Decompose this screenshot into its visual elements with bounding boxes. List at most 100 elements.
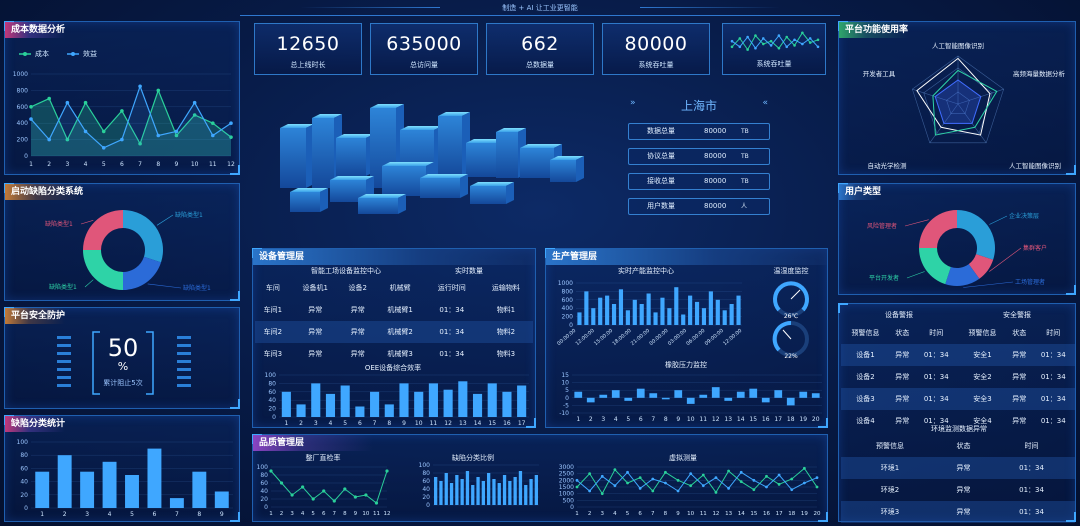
y-tick-label: 60 [260, 480, 268, 487]
bar [497, 483, 501, 505]
bar [686, 397, 695, 404]
table-cell: 异常 [895, 373, 910, 381]
column-header: 时间 [1046, 329, 1061, 337]
building-front [496, 132, 518, 178]
stat-unit: 人 [741, 203, 748, 210]
building-roof [400, 126, 442, 130]
column-header: 状态 [895, 329, 910, 337]
bar [169, 498, 184, 508]
y-tick-label: 0 [24, 153, 28, 160]
defect-stats-bar-chart: 0 20 40 60 80 100 1 2 3 4 5 6 7 8 9 [17, 439, 233, 518]
bar [681, 314, 686, 325]
bar [786, 397, 795, 406]
bar [611, 390, 620, 398]
kpi-card-data-volume: 662 总数据量 [486, 23, 594, 75]
table-cell: 01：34 [1040, 417, 1066, 425]
quality-sub-title: 虚拟测量 [669, 454, 697, 462]
stat-key: 数据总量 [647, 127, 675, 135]
cost-analysis-panel: 成本数据分析 成本 效益 0 200 400 600 800 1000 1 2 3 4 5 6 7 8 9 10 1… [4, 21, 240, 175]
kpi-value: 12650 [276, 33, 340, 55]
bar [661, 397, 670, 400]
chevron-left-icon: « [762, 98, 768, 108]
table-cell: 异常 [339, 321, 376, 343]
kpi-value: 635000 [386, 33, 462, 55]
data-point [769, 39, 773, 43]
x-tick-label: 4 [329, 420, 333, 427]
slice [968, 254, 994, 279]
y-tick-label: 0 [570, 504, 574, 511]
table-cell: 物料3 [496, 350, 516, 358]
x-tick-label: 5 [343, 420, 347, 427]
bar [325, 393, 336, 417]
data-point [364, 493, 368, 497]
bar [534, 475, 538, 505]
bar [599, 394, 608, 398]
data-point [174, 129, 179, 134]
bar [458, 381, 468, 417]
panel-title: 用户类型 [839, 184, 882, 200]
data-point [727, 469, 730, 473]
data-point [738, 45, 742, 49]
data-point [777, 34, 781, 37]
bar [586, 397, 595, 403]
x-tick-label: 14 [738, 511, 745, 517]
x-tick-label: 15 [488, 420, 496, 427]
x-tick-label: 1 [40, 511, 44, 518]
x-tick-label: 2 [47, 161, 51, 168]
table-cell: 机械臂2 [375, 321, 425, 343]
data-point [65, 137, 70, 142]
x-tick-label: 5 [311, 511, 315, 517]
data-point [664, 481, 667, 485]
label-leader [80, 220, 94, 225]
kpi-label: 系统吞吐量 [638, 61, 674, 69]
y-tick-label: 80 [422, 470, 430, 477]
x-tick-label: 11 [699, 416, 707, 423]
building-roof [290, 188, 328, 192]
x-tick-label: 3 [601, 511, 605, 517]
top-banner: 制造 + AI 让工业更智能 [240, 0, 840, 16]
bar [340, 385, 350, 417]
humidity-value: 22% [784, 353, 798, 360]
data-point [638, 486, 642, 490]
building-roof [336, 134, 374, 138]
data-point [29, 117, 33, 121]
table-cell: 异常 [290, 321, 340, 343]
y-tick-label: 1500 [559, 484, 574, 491]
x-tick-label: 7 [175, 511, 179, 518]
bar [517, 385, 527, 417]
column-header: 预警信息 [851, 329, 880, 337]
x-tick-label: 3 [85, 511, 89, 518]
radar-axis-label: 自动光学检测 [868, 161, 908, 170]
x-tick-label: 00:00:00 [648, 328, 669, 347]
label-leader [989, 215, 1008, 225]
table-cell: 安全3 [957, 388, 1007, 410]
bar [605, 295, 610, 325]
panel-title: 平台功能使用率 [839, 22, 909, 38]
column-header: 设备机1 [302, 284, 328, 292]
y-tick-label: 0 [426, 502, 430, 509]
series-line [30, 84, 232, 149]
data-point [229, 121, 233, 125]
building-roof [496, 128, 526, 132]
table-cell: 车间3 [263, 350, 283, 358]
label-leader [84, 279, 94, 288]
x-tick-label: 9 [676, 511, 680, 517]
bar [529, 479, 533, 505]
slice-label: 企业决策层 [1009, 212, 1039, 220]
data-point [290, 493, 294, 497]
y-tick-label: 5 [565, 387, 569, 394]
x-tick-label: 10 [687, 416, 695, 423]
y-tick-label: 400 [562, 305, 574, 312]
building-side [398, 194, 406, 214]
building-front [466, 143, 496, 177]
slice [123, 210, 163, 263]
y-tick-label: 100 [265, 372, 277, 379]
stat-unit: TB [741, 153, 749, 160]
banner-title: 制造 + AI 让工业更智能 [502, 4, 578, 12]
data-point [777, 46, 781, 50]
y-tick-label: 100 [419, 462, 431, 469]
building-side [320, 188, 328, 212]
x-tick-label: 9 [402, 420, 406, 427]
